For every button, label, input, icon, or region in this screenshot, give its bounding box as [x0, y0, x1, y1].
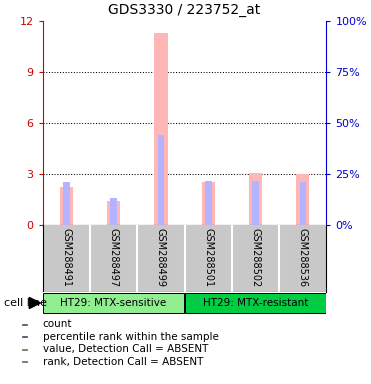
Bar: [60, 187, 73, 225]
Text: count: count: [43, 319, 72, 329]
Bar: [249, 173, 262, 225]
Text: value, Detection Call = ABSENT: value, Detection Call = ABSENT: [43, 344, 208, 354]
Bar: [185, 293, 326, 313]
Bar: [22, 361, 27, 362]
Bar: [110, 197, 117, 225]
Text: GSM288491: GSM288491: [61, 228, 71, 287]
Bar: [201, 182, 215, 225]
Bar: [22, 336, 27, 337]
Text: GSM288536: GSM288536: [298, 228, 308, 287]
Bar: [63, 182, 70, 225]
Bar: [252, 180, 259, 225]
Text: HT29: MTX-sensitive: HT29: MTX-sensitive: [60, 298, 167, 308]
Text: rank, Detection Call = ABSENT: rank, Detection Call = ABSENT: [43, 357, 203, 367]
Polygon shape: [29, 298, 40, 308]
Bar: [107, 201, 120, 225]
Text: GSM288501: GSM288501: [203, 228, 213, 287]
Title: GDS3330 / 223752_at: GDS3330 / 223752_at: [108, 3, 261, 17]
Text: cell line: cell line: [4, 298, 47, 308]
Bar: [22, 349, 27, 350]
Bar: [296, 174, 309, 225]
Text: GSM288502: GSM288502: [250, 228, 260, 287]
Bar: [43, 293, 184, 313]
Bar: [22, 324, 27, 325]
Bar: [299, 182, 306, 225]
Bar: [154, 33, 168, 225]
Text: GSM288499: GSM288499: [156, 228, 166, 287]
Text: GSM288497: GSM288497: [109, 228, 119, 287]
Text: percentile rank within the sample: percentile rank within the sample: [43, 332, 219, 342]
Bar: [205, 180, 211, 225]
Bar: [158, 135, 164, 225]
Text: HT29: MTX-resistant: HT29: MTX-resistant: [203, 298, 308, 308]
